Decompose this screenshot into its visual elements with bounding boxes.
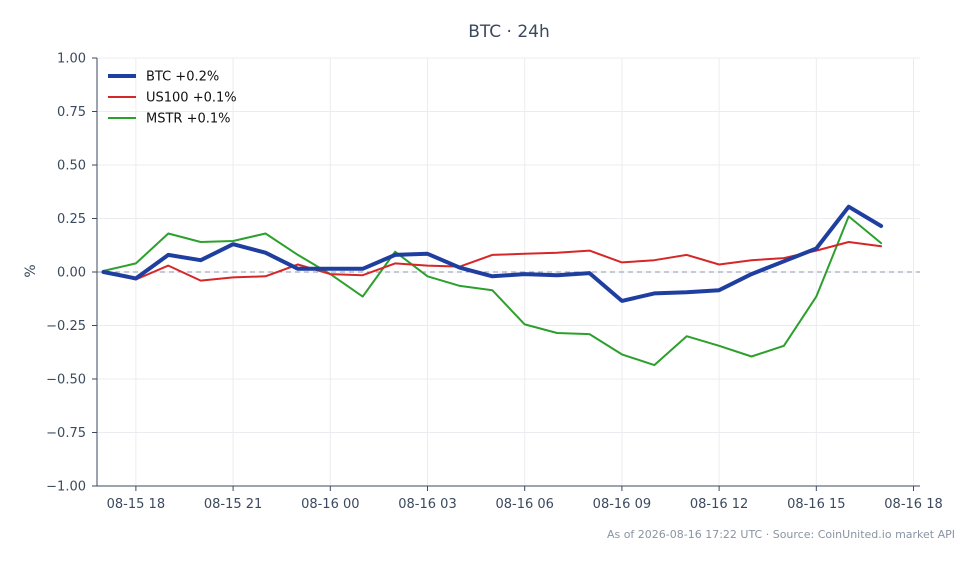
series-line-mstr: [102, 215, 883, 367]
y-tick-label: −0.75: [46, 426, 86, 441]
x-tick-label: 08-16 09: [593, 497, 651, 512]
series-line-btc: [101, 204, 884, 303]
legend-label: US100 +0.1%: [146, 91, 237, 106]
y-tick-label: 1.00: [57, 52, 86, 67]
chart-title: BTC · 24h: [468, 22, 550, 42]
series-lines: [101, 204, 884, 367]
x-tick-label: 08-15 18: [107, 497, 165, 512]
x-tick-label: 08-16 18: [884, 497, 942, 512]
source-note: As of 2026-08-16 17:22 UTC · Source: Coi…: [607, 528, 955, 541]
y-tick-label: 0.75: [57, 105, 86, 120]
x-tick-label: 08-15 21: [204, 497, 262, 512]
y-tick-label: −0.25: [46, 319, 86, 334]
y-tick-label: 0.50: [57, 159, 86, 174]
y-tick-label: 0.25: [57, 212, 86, 227]
series-line-us100: [102, 241, 883, 282]
legend: BTC +0.2% US100 +0.1% MSTR +0.1%: [108, 70, 237, 127]
y-axis-label: %: [23, 264, 39, 277]
y-tick-label: −0.50: [46, 373, 86, 388]
x-tick-label: 08-16 03: [398, 497, 456, 512]
legend-label: MSTR +0.1%: [146, 112, 231, 127]
x-tick-label: 08-16 06: [495, 497, 553, 512]
y-tick-labels: 1.00 0.75 0.50 0.25 0.00 −0.25 −0.50 −0.75 −1.00: [46, 52, 86, 495]
x-tick-label: 08-16 00: [301, 497, 359, 512]
x-tick-label: 08-16 15: [787, 497, 845, 512]
x-tick-labels: 08-15 18 08-15 21 08-16 00 08-16 03 08-16 06…: [107, 497, 943, 512]
y-tick-label: 0.00: [57, 266, 86, 281]
legend-label: BTC +0.2%: [146, 70, 219, 85]
axes: [92, 57, 920, 491]
y-tick-label: −1.00: [46, 480, 86, 495]
x-tick-label: 08-16 12: [690, 497, 748, 512]
